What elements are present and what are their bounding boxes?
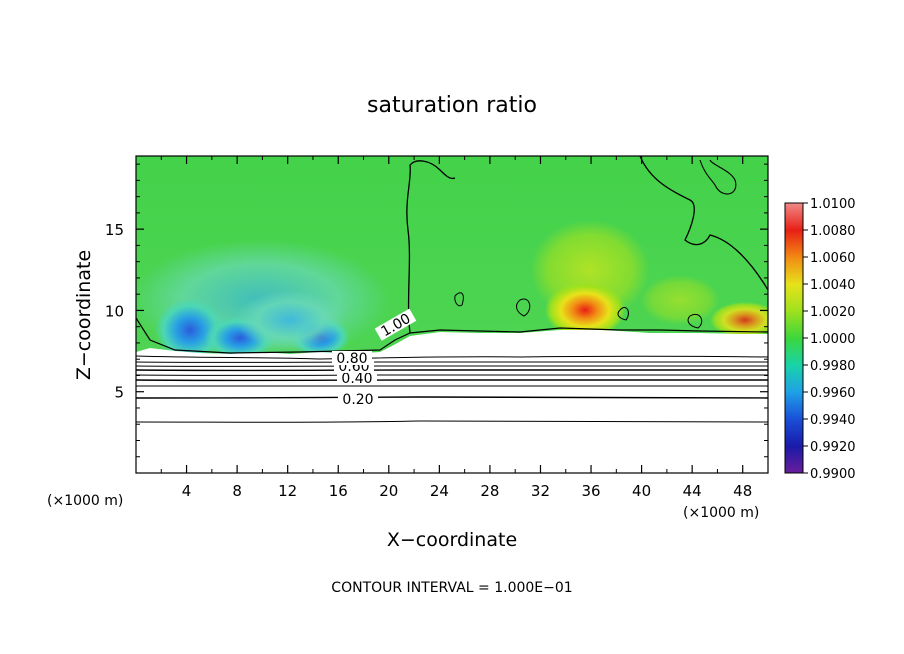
x-tick-label: 20 (379, 482, 398, 500)
supersat-region (640, 275, 720, 325)
supersat-region (710, 302, 768, 338)
x-tick-label: 24 (430, 482, 449, 500)
colorbar: 0.9900 0.9920 0.9940 0.9960 0.9980 1.0000 1.00… (784, 197, 856, 482)
x-tick-label: 16 (329, 482, 348, 500)
y-axis-label: Z−coordinate (73, 250, 95, 380)
y-axis: 5 10 15 (105, 163, 768, 458)
colorbar-label: 0.9900 (810, 467, 856, 482)
colorbar-label: 1.0080 (810, 224, 856, 239)
y-tick-label: 15 (105, 221, 124, 239)
x-tick-label: 8 (232, 482, 242, 500)
colorbar-segment (785, 284, 803, 312)
x-tick-label: 48 (733, 482, 752, 500)
colorbar-segment (785, 419, 803, 447)
x-tick-label: 4 (182, 482, 192, 500)
contour-label-bg (332, 351, 372, 365)
x-tick-label: 32 (531, 482, 550, 500)
colorbar-label: 0.9940 (810, 413, 856, 428)
x-tick-label: 40 (632, 482, 651, 500)
contour-label-bg (374, 308, 417, 341)
x-unit-left: (×1000 m) (47, 493, 123, 509)
colorbar-label: 1.0020 (810, 305, 856, 320)
colorbar-label: 1.0100 (810, 197, 856, 212)
contour-lines (136, 156, 768, 423)
plot-frame (135, 155, 769, 474)
x-unit-right: (×1000 m) (683, 505, 759, 521)
colorbar-label: 1.0060 (810, 251, 856, 266)
colorbar-segment (785, 230, 803, 258)
x-tick-label: 44 (683, 482, 702, 500)
contour-label-bg (338, 392, 378, 406)
colorbar-label: 1.0040 (810, 278, 856, 293)
plot-area (136, 156, 768, 473)
x-tick-label: 36 (581, 482, 600, 500)
x-axis: 4 8 12 16 20 24 28 32 36 40 44 48 (160, 156, 752, 500)
contour-labels: 0.200.400.600.801.00 (332, 308, 417, 408)
contour-label: 0.20 (342, 392, 373, 408)
x-tick-label: 12 (278, 482, 297, 500)
cyan-region (235, 290, 345, 350)
y-tick-label: 5 (114, 384, 124, 402)
contour-label-bg (337, 371, 377, 385)
colorbar-segment (785, 392, 803, 420)
contour-label: 0.40 (341, 371, 372, 387)
colorbar-segment (785, 257, 803, 285)
contour-label: 0.80 (336, 351, 367, 367)
x-axis-label: X−coordinate (387, 529, 517, 551)
colorbar-segment (785, 446, 803, 474)
colorbar-label: 0.9920 (810, 440, 856, 455)
colorbar-segment (785, 311, 803, 339)
x-tick-label: 28 (480, 482, 499, 500)
colorbar-label: 0.9980 (810, 359, 856, 374)
colorbar-label: 1.0000 (810, 332, 856, 347)
colorbar-segment (785, 203, 803, 231)
contour-interval-note: CONTOUR INTERVAL = 1.000E−01 (331, 580, 572, 596)
y-tick-label: 10 (105, 302, 124, 320)
colorbar-segment (785, 365, 803, 393)
colorbar-label: 0.9960 (810, 386, 856, 401)
chart-title: saturation ratio (367, 93, 537, 118)
colorbar-segment (785, 338, 803, 366)
supersat-region (545, 282, 625, 338)
